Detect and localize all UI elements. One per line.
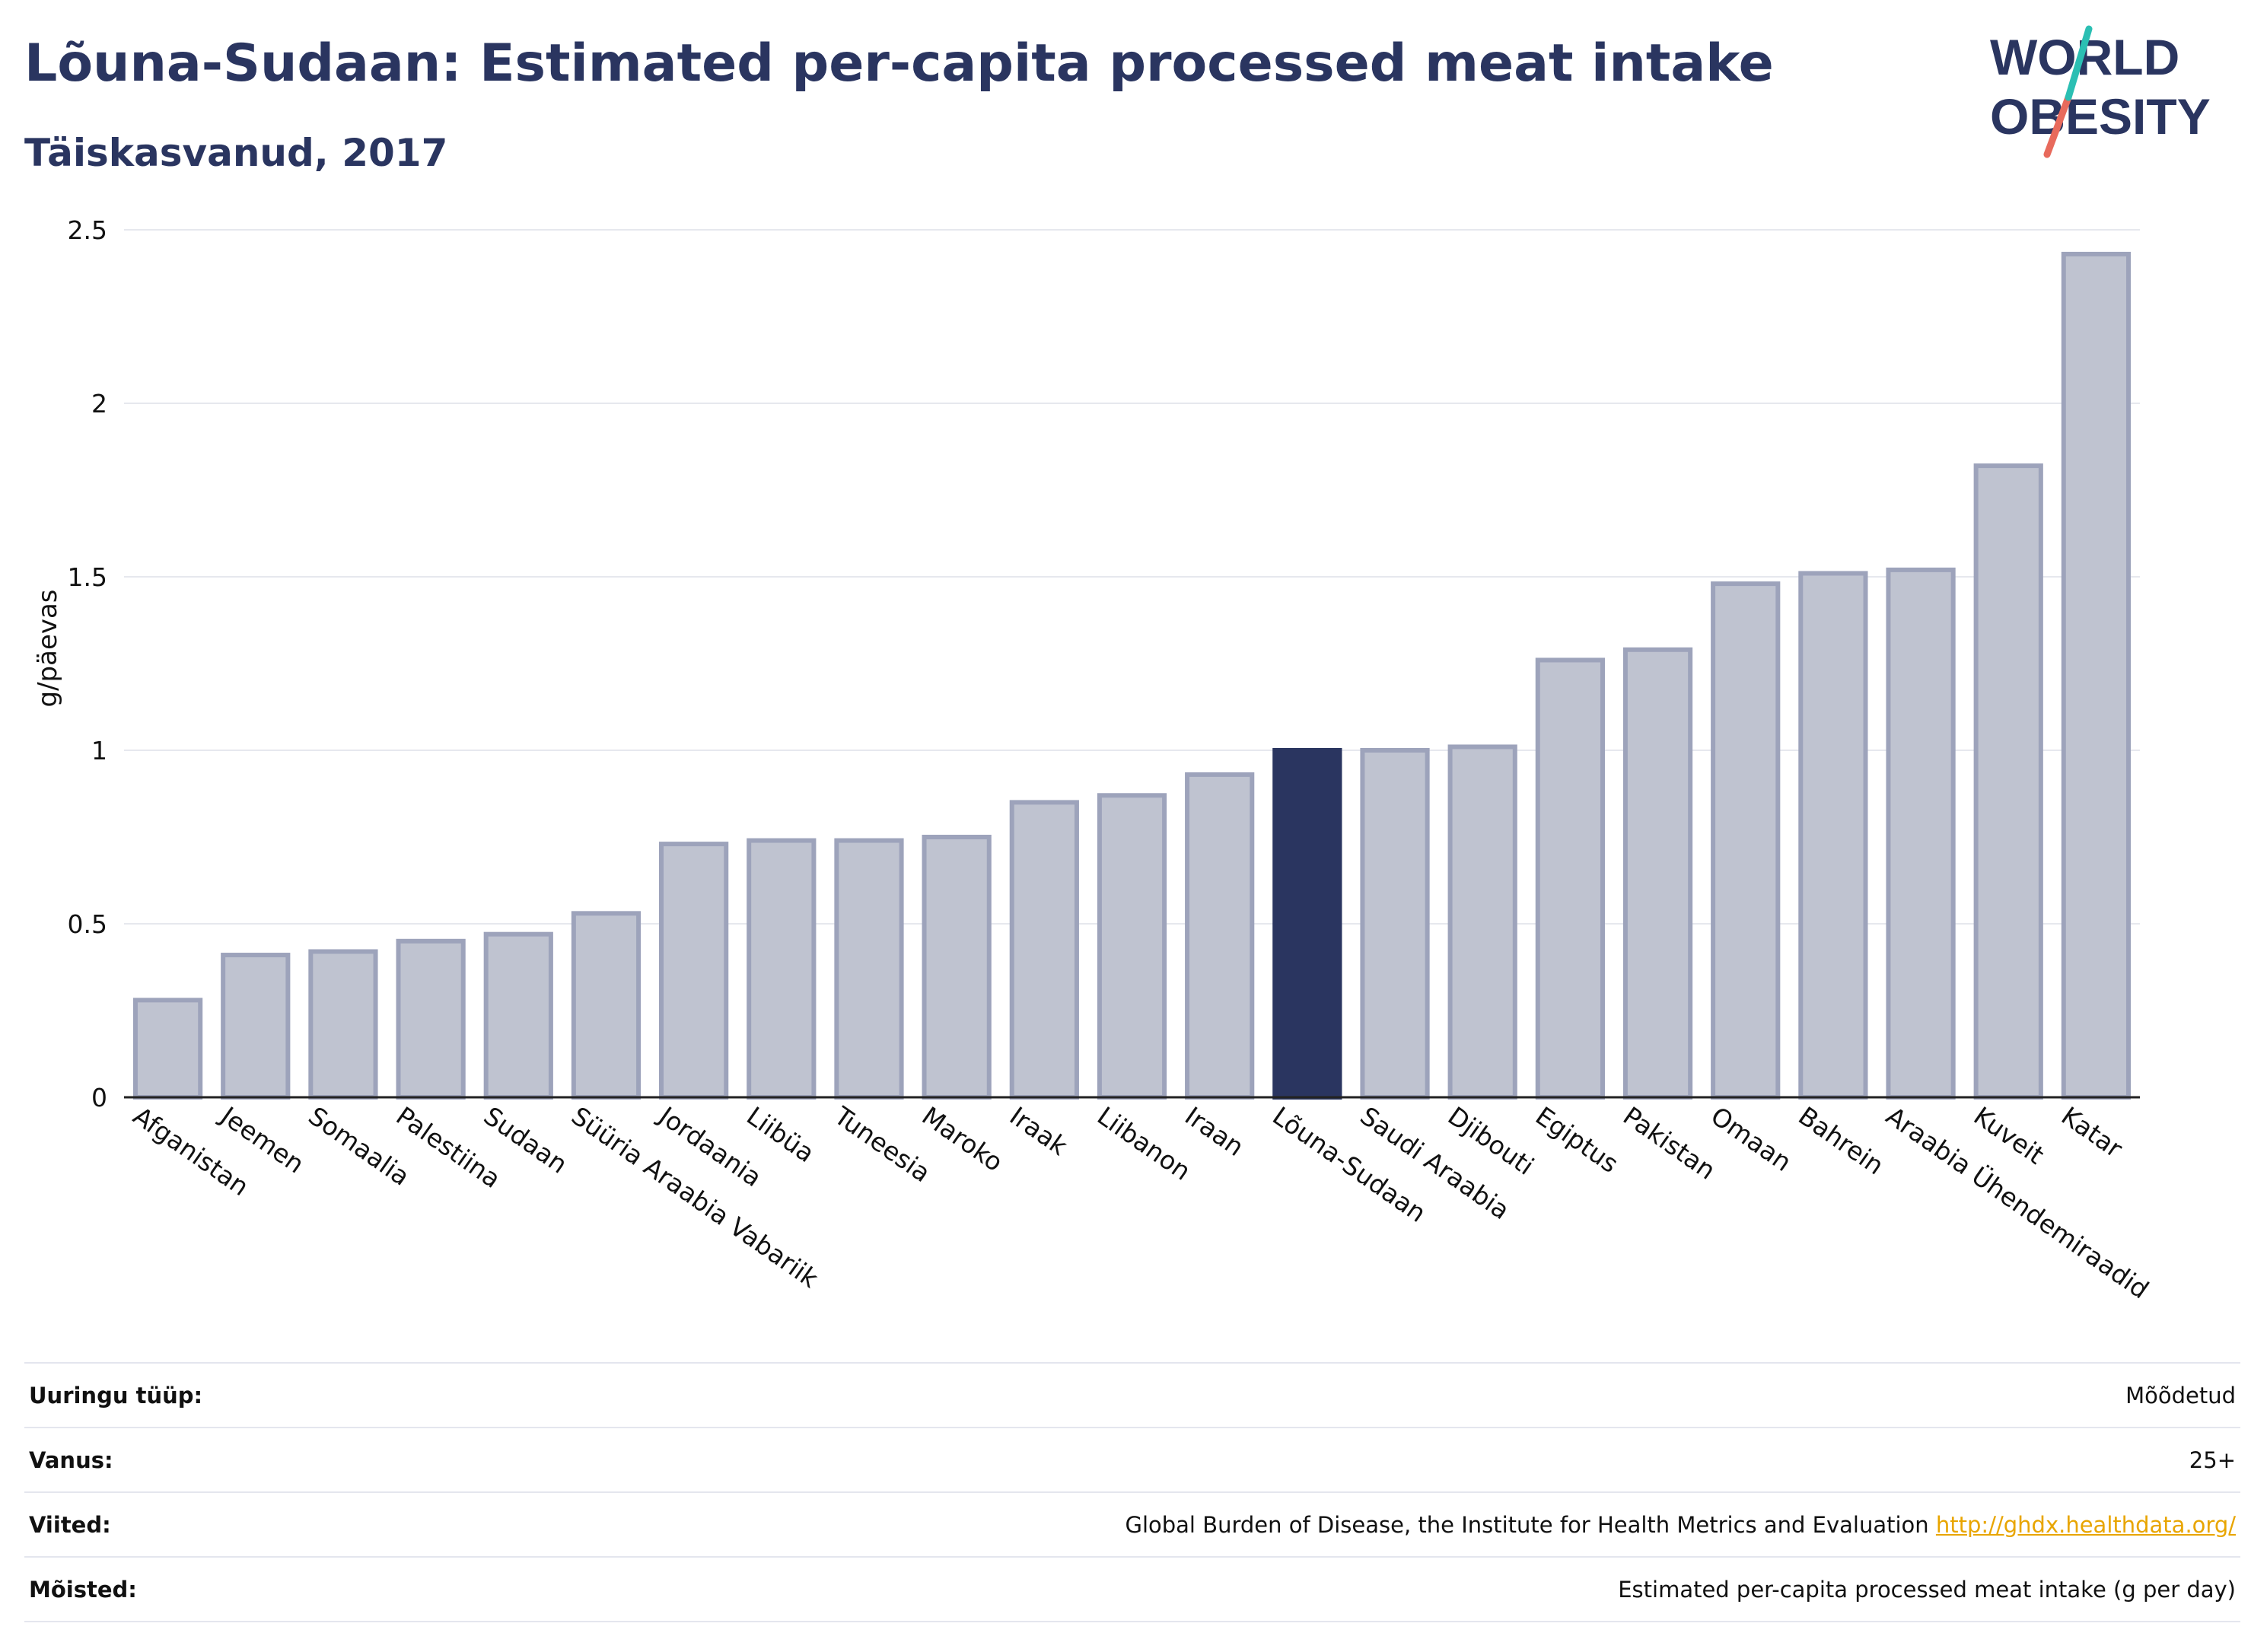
source-link[interactable]: http://ghdx.healthdata.org/ (1935, 1511, 2236, 1538)
logo-line-2: OBESITY (1990, 88, 2211, 145)
bar (659, 842, 729, 1100)
x-tick-label: Iraak (1005, 1101, 1074, 1162)
y-tick-label: 1 (91, 736, 107, 766)
bar (132, 998, 203, 1100)
bar (1360, 748, 1430, 1100)
x-tick-label: Omaan (1705, 1101, 1797, 1177)
info-value: Estimated per-capita processed meat inta… (335, 1556, 2240, 1622)
x-tick-label: Lõuna-Sudaan (1267, 1101, 1431, 1228)
info-row-study-type: Uuringu tüüp: Mõõdetud (24, 1362, 2240, 1428)
y-axis-ticks: 0 0.5 1 1.5 2 2.5 (68, 215, 107, 1112)
logo-slash-bottom (2043, 94, 2072, 158)
logo-slash-top (2065, 25, 2093, 101)
y-tick-label: 0 (91, 1083, 107, 1112)
info-key: Uuringu tüüp: (24, 1362, 336, 1428)
bar-chart: 0 0.5 1 1.5 2 2.5 AfganistanJeemenSomaaliaPal… (33, 215, 2154, 1304)
chart-subtitle: Täiskasvanud, 2017 (24, 131, 448, 175)
bar (1622, 647, 1693, 1100)
x-tick-label: Liibanon (1092, 1101, 1196, 1186)
info-value: Global Burden of Disease, the Institute … (1125, 1511, 1929, 1538)
bar (396, 938, 466, 1100)
bar (1535, 657, 1605, 1100)
bar (1097, 793, 1167, 1100)
bar (834, 838, 904, 1100)
bar (2061, 251, 2132, 1100)
x-tick-label: Katar (2056, 1101, 2128, 1164)
y-tick-label: 0.5 (68, 909, 107, 939)
info-value-cell: Global Burden of Disease, the Institute … (335, 1491, 2240, 1558)
chart-title: Lõuna-Sudaan: Estimated per-capita proce… (24, 33, 1774, 94)
x-tick-label: Saudi Araabia (1355, 1101, 1514, 1226)
bar (483, 931, 553, 1100)
y-tick-label: 2 (91, 389, 107, 419)
y-tick-label: 2.5 (68, 215, 107, 245)
bar (1447, 744, 1517, 1100)
info-value: 25+ (335, 1427, 2240, 1493)
x-tick-label: Pakistan (1618, 1101, 1721, 1186)
bar (1009, 800, 1079, 1100)
info-key: Mõisted: (24, 1556, 336, 1622)
x-axis-ticks: AfganistanJeemenSomaaliaPalestiinaSudaan… (128, 1100, 2154, 1304)
x-tick-label: Bahrein (1793, 1101, 1889, 1181)
bar (1973, 463, 2043, 1100)
bar (1185, 772, 1255, 1100)
x-tick-label: Iraan (1180, 1101, 1250, 1163)
y-tick-label: 1.5 (68, 562, 107, 592)
info-value: Mõõdetud (335, 1362, 2240, 1428)
bar (571, 911, 642, 1100)
y-axis-label: g/päevas (33, 589, 63, 707)
bar (1798, 571, 1868, 1100)
bar (747, 838, 817, 1100)
bar (1886, 567, 1956, 1100)
info-row-references: Viited: Global Burden of Disease, the In… (24, 1491, 2240, 1558)
world-obesity-logo: WORLD OBESITY (1990, 25, 2211, 158)
info-table: Uuringu tüüp: Mõõdetud Vanus: 25+ Viited… (24, 1362, 2240, 1622)
bars (132, 251, 2132, 1100)
x-tick-label: Tuneesia (829, 1100, 936, 1188)
bar (221, 953, 291, 1100)
bar (922, 835, 992, 1100)
bar-highlighted (1272, 748, 1342, 1100)
info-key: Vanus: (24, 1427, 336, 1493)
x-tick-label: Egiptus (1530, 1101, 1624, 1179)
info-key: Viited: (24, 1491, 336, 1558)
info-row-definitions: Mõisted: Estimated per-capita processed … (24, 1556, 2240, 1622)
bar (308, 949, 378, 1100)
bar (1711, 581, 1781, 1100)
info-row-age: Vanus: 25+ (24, 1427, 2240, 1493)
